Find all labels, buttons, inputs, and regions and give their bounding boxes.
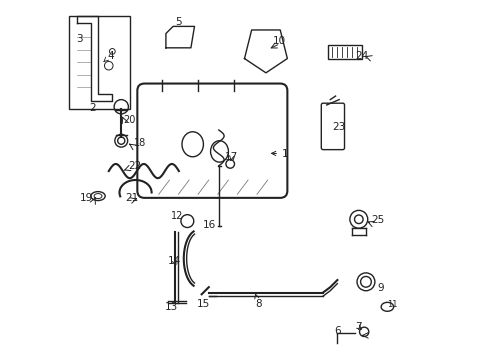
Text: 15: 15: [196, 299, 210, 309]
Text: 11: 11: [386, 300, 397, 309]
Text: 5: 5: [175, 17, 182, 27]
Text: 6: 6: [334, 326, 340, 336]
Text: 17: 17: [224, 152, 238, 162]
Text: 2: 2: [89, 103, 96, 113]
Bar: [328, 45, 362, 59]
Text: 22: 22: [128, 161, 142, 171]
Text: 9: 9: [376, 283, 383, 293]
Text: 3: 3: [76, 35, 82, 45]
Text: 7: 7: [354, 322, 361, 332]
Text: 24: 24: [354, 50, 368, 60]
Text: 12: 12: [171, 211, 183, 221]
Text: 23: 23: [331, 122, 345, 132]
Text: 21: 21: [125, 193, 138, 203]
Text: 4: 4: [104, 50, 113, 62]
Text: 16: 16: [202, 220, 216, 230]
Text: 10: 10: [272, 36, 285, 46]
Text: 18: 18: [134, 138, 146, 148]
Text: 25: 25: [370, 215, 384, 225]
Text: 8: 8: [254, 293, 261, 309]
Bar: [69, 16, 130, 109]
Text: 14: 14: [167, 256, 181, 266]
Text: 1: 1: [271, 149, 288, 159]
Text: 13: 13: [164, 302, 178, 312]
Text: 20: 20: [123, 115, 135, 125]
Text: 19: 19: [79, 193, 93, 203]
